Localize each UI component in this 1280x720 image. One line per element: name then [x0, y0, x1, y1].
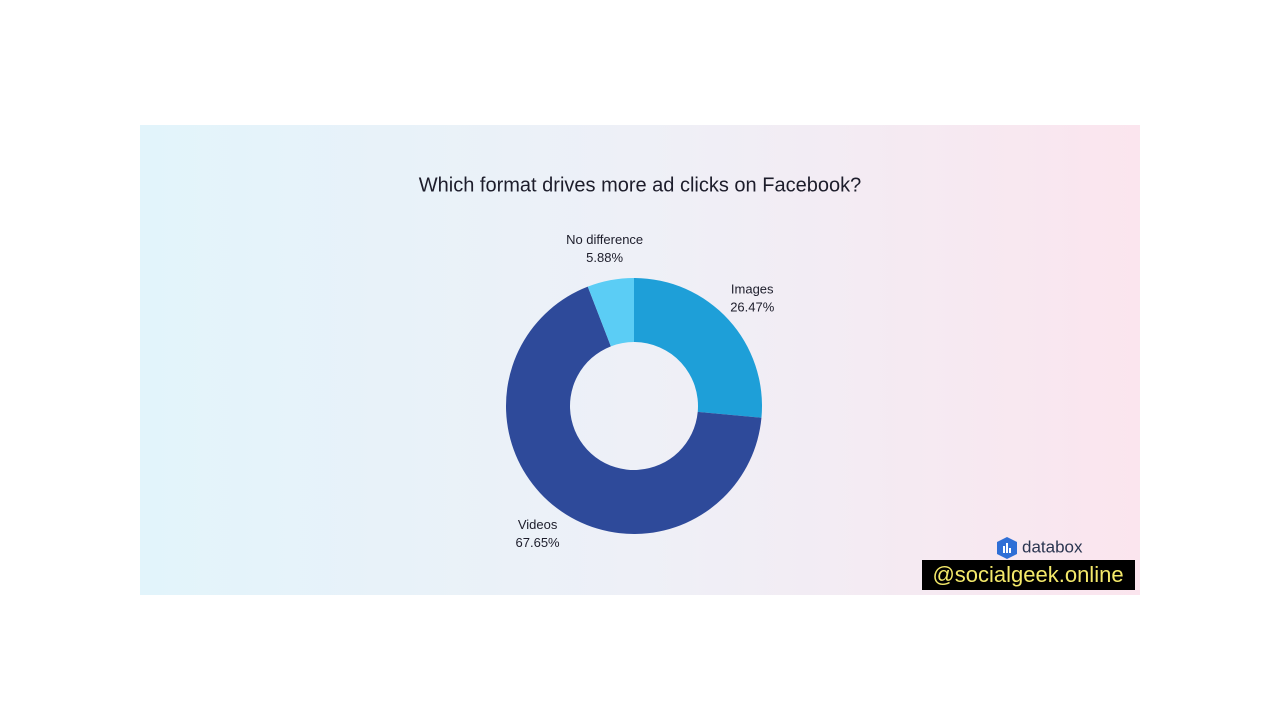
slice-value: 5.88%: [586, 250, 623, 265]
logo-bar: [1006, 543, 1008, 553]
donut-slice: [634, 278, 762, 418]
logo-bar: [1009, 548, 1011, 553]
source-logo: databox: [997, 537, 1083, 559]
watermark: @socialgeek.online: [932, 562, 1123, 587]
logo-bar: [1003, 546, 1005, 553]
watermark-bg: [922, 560, 1135, 590]
chart-title: Which format drives more ad clicks on Fa…: [419, 174, 861, 196]
donut-slice: [506, 286, 762, 535]
slice-value: 67.65%: [516, 535, 561, 550]
source-text: databox: [1022, 537, 1083, 556]
slice-label: Videos: [518, 517, 558, 532]
slice-label: No difference: [566, 232, 643, 247]
slice-label: Images: [731, 282, 774, 297]
donut-slice: [587, 278, 634, 347]
slice-value: 26.47%: [730, 300, 775, 315]
